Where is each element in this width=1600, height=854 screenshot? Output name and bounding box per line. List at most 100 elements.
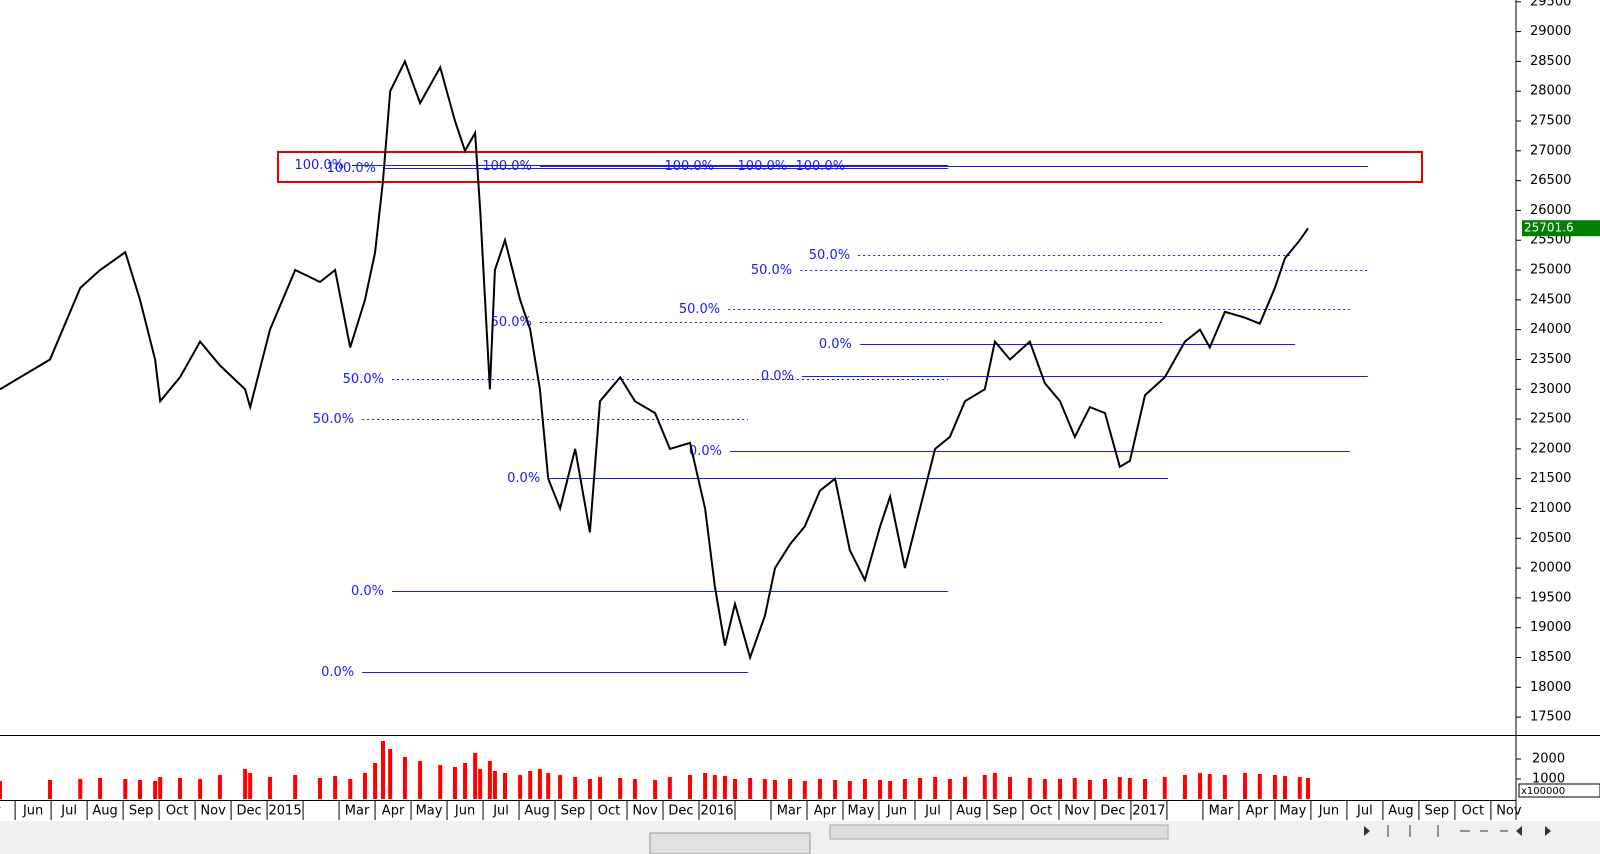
volume-bar — [373, 763, 378, 799]
volume-bar — [902, 779, 907, 799]
volume-bar — [587, 779, 592, 799]
x-tick-label: Apr — [1246, 804, 1269, 819]
y-tick-label: 29000 — [1530, 24, 1571, 39]
x-tick-label: Nov — [200, 804, 226, 819]
y-tick-label: 26000 — [1530, 203, 1571, 218]
volume-bar — [177, 778, 182, 799]
y-tick-label: 20000 — [1530, 561, 1571, 576]
x-tick-label: Dec — [1100, 804, 1125, 819]
x-tick-label: Jun — [22, 804, 43, 819]
x-tick-label: 2016 — [700, 804, 733, 819]
volume-bar — [558, 775, 563, 799]
volume-bar — [772, 780, 777, 799]
volume-bar — [1142, 779, 1147, 799]
volume-bar — [158, 777, 163, 799]
volume-bar — [733, 779, 738, 799]
volume-bar — [1072, 778, 1077, 799]
volume-bar — [1087, 780, 1092, 799]
volume-bar — [153, 781, 158, 799]
volume-bar — [947, 779, 952, 799]
volume-bar — [1198, 773, 1203, 799]
last-price-label: 25701.6 — [1524, 221, 1574, 235]
volume-bar — [138, 780, 143, 799]
x-tick-label: Sep — [1425, 804, 1450, 819]
volume-bar — [1127, 778, 1132, 799]
volume-bar — [0, 781, 2, 799]
fib-level-label: 100.0% — [294, 158, 344, 173]
volume-bar — [380, 741, 385, 799]
tab-strip[interactable] — [649, 832, 811, 854]
fib-level-label: 0.0% — [819, 337, 852, 352]
volume-bar — [388, 749, 393, 799]
y-tick-label: 22500 — [1530, 412, 1571, 427]
x-tick-label: Mar — [345, 804, 370, 819]
volume-bar — [478, 769, 483, 799]
volume-bar — [618, 778, 623, 799]
y-tick-label: 23000 — [1530, 382, 1571, 397]
x-tick-label: May — [416, 804, 443, 819]
volume-bar — [703, 773, 708, 799]
volume-bar — [653, 780, 658, 799]
volume-bar — [632, 779, 637, 799]
x-tick-label: Apr — [382, 804, 405, 819]
volume-bar — [463, 763, 468, 799]
volume-bar — [933, 777, 938, 799]
x-tick-label: May — [1279, 804, 1306, 819]
volume-bar — [317, 778, 322, 799]
toolbar-icons[interactable] — [1387, 825, 1508, 837]
x-tick-label: Sep — [129, 804, 154, 819]
y-tick-label: 21500 — [1530, 471, 1571, 486]
y-tick-label: 24500 — [1530, 292, 1571, 307]
x-tick-label: Oct — [1030, 804, 1052, 819]
volume-bar — [487, 761, 492, 799]
x-tick-label: y — [0, 804, 1, 819]
y-tick-label: 27500 — [1530, 114, 1571, 129]
volume-bar — [847, 781, 852, 799]
x-tick-label: Oct — [598, 804, 620, 819]
fib-level-label: 0.0% — [761, 369, 794, 384]
x-tick-label: Jul — [60, 804, 77, 819]
volume-bar — [762, 779, 767, 799]
x-tick-label: Jun — [886, 804, 907, 819]
volume-bar — [888, 781, 893, 799]
x-tick-label: Dec — [668, 804, 693, 819]
y-tick-label: 28500 — [1530, 54, 1571, 69]
y-tick-label: 28000 — [1530, 84, 1571, 99]
volume-bar — [492, 771, 497, 799]
volume-bar — [518, 775, 523, 799]
x-tick-label: Nov — [1064, 804, 1090, 819]
volume-bar — [362, 773, 367, 799]
volume-bar — [688, 775, 693, 799]
y-tick-label: 22000 — [1530, 441, 1571, 456]
x-tick-label: Sep — [993, 804, 1018, 819]
volume-bar — [667, 777, 672, 799]
volume-bar — [537, 769, 542, 799]
volume-bar — [1272, 775, 1277, 799]
y-tick-label: 17500 — [1530, 710, 1571, 725]
volume-bar — [503, 773, 507, 799]
volume-bar — [817, 779, 822, 799]
x-tick-label: 2017 — [1132, 804, 1165, 819]
volume-bar — [992, 773, 997, 799]
volume-bar — [1282, 776, 1287, 799]
x-tick-label: Jul — [1356, 804, 1373, 819]
x-tick-label: Aug — [92, 804, 117, 819]
volume-bar — [1008, 777, 1012, 799]
x-tick-label: Mar — [1209, 804, 1234, 819]
volume-bar — [267, 777, 272, 799]
fib-level-label: 50.0% — [751, 263, 792, 278]
x-tick-label: 2015 — [269, 804, 302, 819]
x-tick-label: Aug — [956, 804, 981, 819]
volume-bar — [546, 773, 551, 799]
volume-bar — [1117, 777, 1122, 799]
x-tick-label: Nov — [1496, 804, 1522, 819]
volume-bar — [1257, 774, 1262, 799]
fib-level-label: 100.0% — [482, 159, 532, 174]
y-tick-label: 23500 — [1530, 352, 1571, 367]
x-tick-label: Nov — [632, 804, 658, 819]
volume-bar — [712, 775, 717, 799]
scrollbar-thumb[interactable] — [829, 824, 1169, 840]
x-tick-label: Jul — [924, 804, 941, 819]
volume-bar — [1182, 775, 1187, 799]
y-tick-label: 21000 — [1530, 501, 1571, 516]
